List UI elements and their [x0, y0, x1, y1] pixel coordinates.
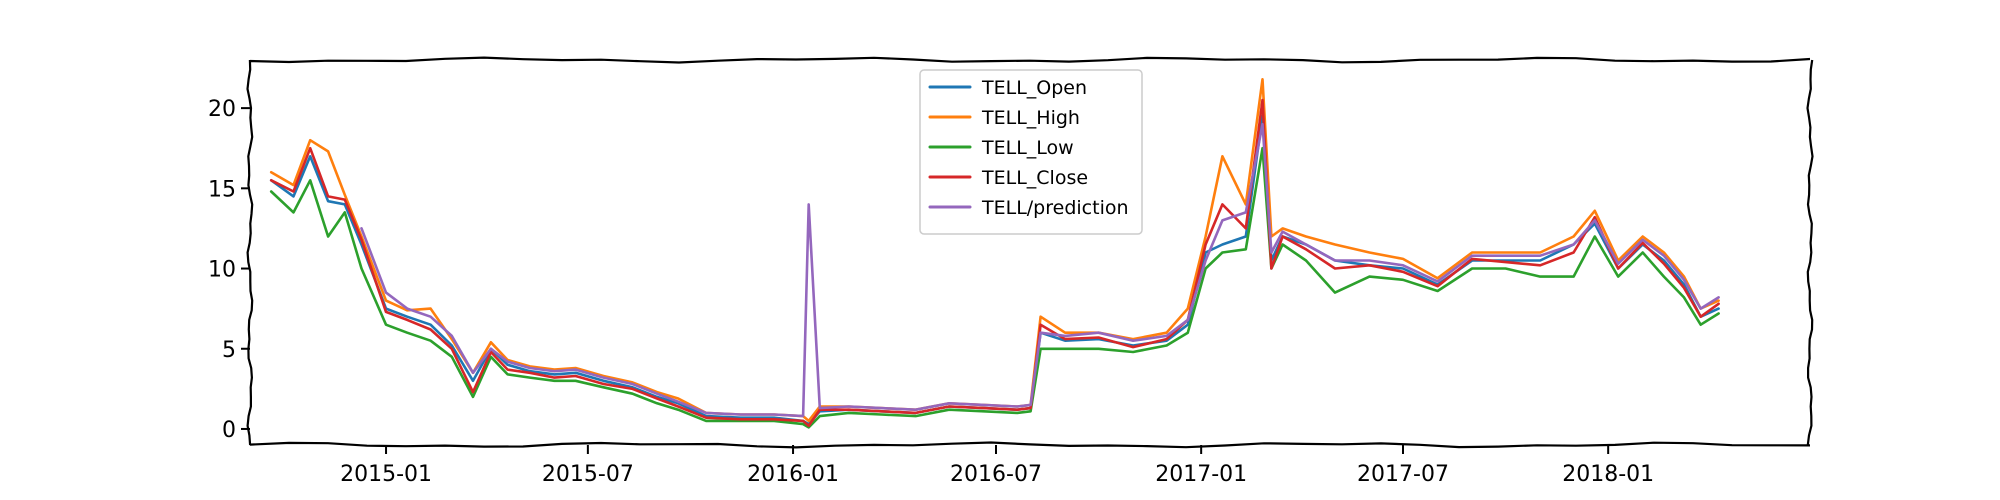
x-tick-label: 2017-01: [1155, 462, 1247, 487]
y-tick-label: 20: [208, 97, 236, 122]
series-layer: [269, 78, 1720, 429]
x-tick-label: 2017-07: [1357, 462, 1449, 487]
x-tick-label: 2015-01: [340, 462, 432, 487]
series-line-tell-prediction: [360, 122, 1720, 418]
legend-label: TELL_Low: [981, 137, 1074, 159]
x-axis: 2015-01 2015-07 2016-01 2016-07 2017-01 2017-…: [340, 445, 1654, 487]
y-tick-label: 10: [208, 258, 236, 283]
y-tick-label: 15: [208, 177, 236, 202]
legend-box: [919, 69, 1143, 235]
x-tick-label: 2018-01: [1562, 462, 1654, 487]
y-tick-label: 5: [222, 338, 236, 363]
x-tick-label: 2016-01: [747, 462, 839, 487]
series-line-tell-low: [269, 146, 1720, 429]
y-tick-label: 0: [222, 418, 236, 443]
x-tick-label: 2016-07: [950, 462, 1042, 487]
legend-label: TELL/prediction: [981, 197, 1129, 219]
y-axis: 0 5 10 15 20: [208, 97, 250, 443]
series-line-tell-close: [269, 98, 1720, 428]
legend: TELL_Open TELL_High TELL_Low TELL_Close TELL…: [919, 69, 1143, 235]
legend-label: TELL_Open: [981, 77, 1087, 99]
legend-label: TELL_High: [981, 107, 1080, 129]
plot-frame: [246, 56, 1814, 449]
x-tick-label: 2015-07: [542, 462, 634, 487]
legend-label: TELL_Close: [981, 167, 1088, 189]
